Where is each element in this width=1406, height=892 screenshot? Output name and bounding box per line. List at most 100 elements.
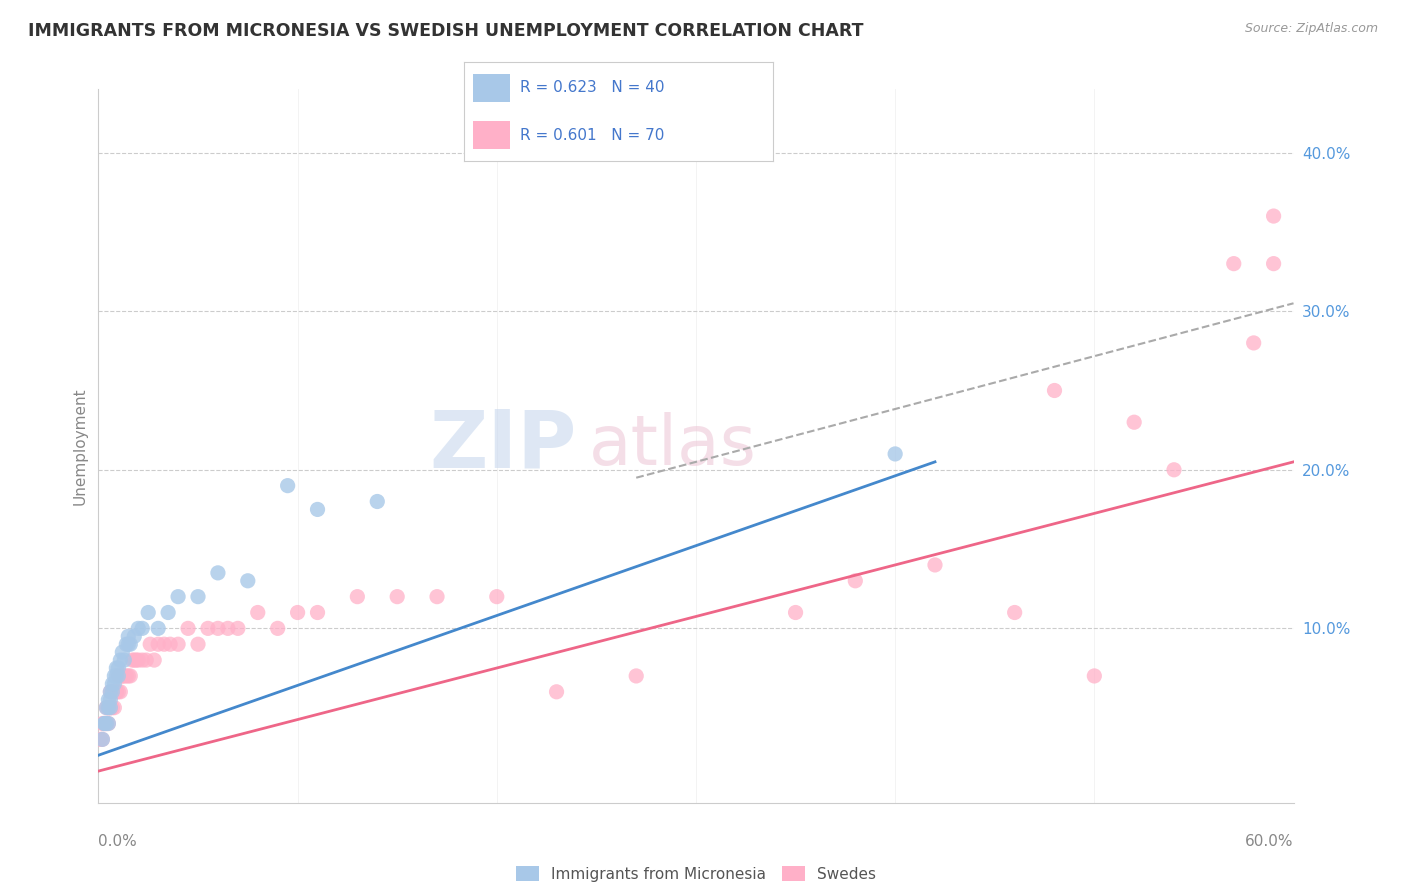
- Point: [91, 732, 114, 747]
- Point: [124, 653, 146, 667]
- Point: [97, 700, 120, 714]
- Point: [100, 685, 122, 699]
- Point: [187, 637, 209, 651]
- Point: [100, 685, 122, 699]
- Point: [120, 637, 142, 651]
- Point: [546, 685, 568, 699]
- Point: [127, 653, 149, 667]
- Point: [167, 637, 190, 651]
- Point: [1004, 606, 1026, 620]
- Point: [1083, 669, 1105, 683]
- Point: [207, 621, 229, 635]
- Point: [277, 478, 299, 492]
- Point: [93, 716, 115, 731]
- Point: [143, 653, 166, 667]
- Point: [100, 700, 122, 714]
- Point: [111, 645, 134, 659]
- Point: [91, 716, 114, 731]
- Point: [105, 685, 128, 699]
- Point: [120, 669, 142, 683]
- Point: [426, 590, 449, 604]
- Point: [105, 669, 128, 683]
- Point: [107, 669, 129, 683]
- Point: [100, 700, 122, 714]
- Point: [157, 606, 180, 620]
- Point: [91, 732, 114, 747]
- Point: [267, 621, 290, 635]
- Point: [148, 621, 170, 635]
- Point: [187, 590, 209, 604]
- Point: [148, 637, 170, 651]
- Point: [135, 653, 157, 667]
- Point: [366, 494, 388, 508]
- Point: [100, 692, 122, 706]
- Point: [97, 716, 120, 731]
- Point: [197, 621, 219, 635]
- Point: [105, 661, 128, 675]
- Text: IMMIGRANTS FROM MICRONESIA VS SWEDISH UNEMPLOYMENT CORRELATION CHART: IMMIGRANTS FROM MICRONESIA VS SWEDISH UN…: [28, 22, 863, 40]
- Point: [111, 669, 134, 683]
- Point: [107, 685, 129, 699]
- FancyBboxPatch shape: [474, 74, 510, 102]
- Point: [97, 716, 120, 731]
- Point: [1123, 415, 1146, 429]
- Point: [127, 621, 149, 635]
- Point: [96, 716, 118, 731]
- Point: [101, 700, 124, 714]
- Point: [117, 637, 139, 651]
- Point: [124, 629, 146, 643]
- Text: R = 0.623   N = 40: R = 0.623 N = 40: [520, 80, 664, 95]
- Point: [307, 606, 329, 620]
- Point: [236, 574, 259, 588]
- Y-axis label: Unemployment: Unemployment: [72, 387, 87, 505]
- Point: [177, 621, 200, 635]
- FancyBboxPatch shape: [474, 121, 510, 149]
- Point: [103, 700, 125, 714]
- Point: [884, 447, 907, 461]
- Point: [136, 606, 159, 620]
- Point: [96, 700, 118, 714]
- Point: [115, 637, 138, 651]
- Point: [207, 566, 229, 580]
- Point: [117, 629, 139, 643]
- Point: [153, 637, 176, 651]
- Point: [110, 669, 132, 683]
- Point: [139, 637, 162, 651]
- Point: [112, 653, 135, 667]
- Point: [101, 685, 124, 699]
- Point: [93, 716, 115, 731]
- Point: [131, 653, 153, 667]
- Text: 60.0%: 60.0%: [1246, 834, 1294, 849]
- Point: [626, 669, 648, 683]
- Text: ZIP: ZIP: [429, 407, 576, 485]
- Point: [844, 574, 866, 588]
- Point: [131, 621, 153, 635]
- Point: [1043, 384, 1066, 398]
- Point: [1263, 257, 1285, 271]
- Point: [107, 661, 129, 675]
- Point: [385, 590, 409, 604]
- Point: [97, 692, 120, 706]
- Point: [105, 685, 128, 699]
- Point: [217, 621, 239, 635]
- Point: [246, 606, 269, 620]
- Text: atlas: atlas: [588, 412, 756, 480]
- Point: [287, 606, 309, 620]
- Point: [485, 590, 508, 604]
- Point: [100, 700, 122, 714]
- Point: [101, 677, 124, 691]
- Point: [346, 590, 368, 604]
- Point: [101, 685, 124, 699]
- Point: [307, 502, 329, 516]
- Point: [97, 700, 120, 714]
- Point: [97, 700, 120, 714]
- Point: [96, 716, 118, 731]
- Point: [785, 606, 807, 620]
- Point: [167, 590, 190, 604]
- Point: [103, 677, 125, 691]
- Point: [924, 558, 946, 572]
- Point: [121, 653, 143, 667]
- Point: [93, 716, 115, 731]
- Point: [93, 716, 115, 731]
- Point: [110, 685, 132, 699]
